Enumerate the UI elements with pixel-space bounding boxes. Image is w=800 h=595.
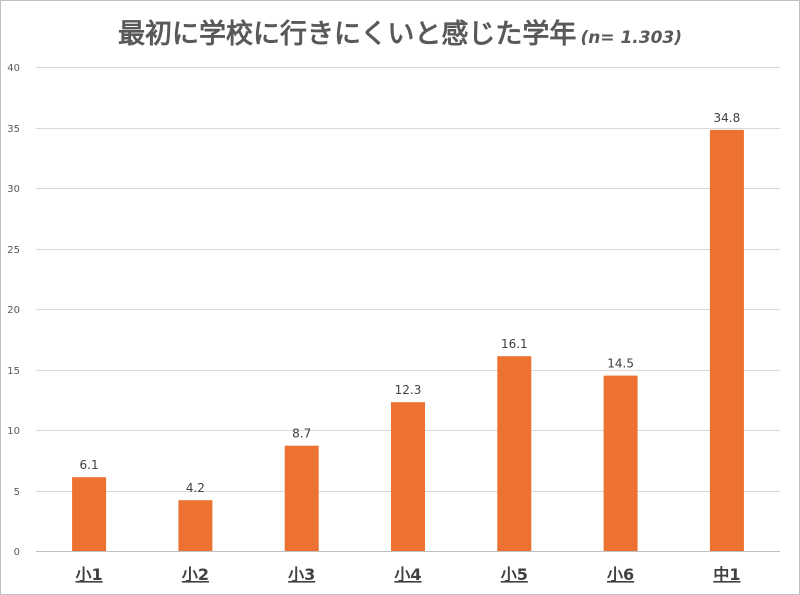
chart-title-block: 最初に学校に行きにくいと感じた学年 (n= 1.303): [0, 12, 800, 51]
y-axis-ticks: 0 5 10 15 20 25 30 35 40: [7, 63, 20, 558]
y-tick-label: 15: [7, 366, 20, 377]
bar-小4: [391, 402, 425, 551]
x-category-label: 小5: [501, 565, 528, 584]
y-tick-label: 10: [7, 426, 20, 437]
data-label: 6.1: [80, 458, 99, 472]
bar-中1: [709, 129, 744, 551]
data-label: 12.3: [395, 383, 422, 397]
data-label: 4.2: [186, 481, 205, 495]
bars: [72, 129, 744, 551]
x-category-label: 小1: [76, 565, 103, 584]
data-labels: 6.1 4.2 8.7 12.3 16.1 14.5 34.8: [80, 111, 741, 495]
data-label: 16.1: [501, 337, 528, 351]
y-tick-label: 40: [7, 63, 20, 74]
x-category-label: 小2: [182, 565, 209, 584]
bar-小1: [72, 477, 107, 551]
x-category-label: 小4: [394, 565, 421, 584]
bar-小6: [603, 375, 638, 551]
x-category-label: 小3: [288, 565, 315, 584]
bar-小3: [284, 445, 319, 551]
x-category-label: 小6: [607, 565, 634, 584]
gridlines: [36, 67, 780, 552]
data-label: 34.8: [714, 111, 741, 125]
data-label: 8.7: [292, 427, 311, 441]
y-tick-label: 5: [14, 487, 20, 498]
bar-小2: [178, 500, 213, 551]
chart-title: 最初に学校に行きにくいと感じた学年: [117, 19, 577, 50]
data-label: 14.5: [607, 357, 634, 371]
bar-小5: [497, 356, 532, 551]
x-axis-categories: 小1 小2 小3 小4 小5 小6 中1: [76, 565, 741, 584]
y-tick-label: 30: [7, 184, 20, 195]
sample-size-note: (n= 1.303): [580, 28, 683, 48]
y-tick-label: 35: [7, 124, 20, 135]
y-tick-label: 25: [7, 245, 20, 256]
y-tick-label: 0: [14, 547, 20, 558]
x-category-label: 中1: [713, 565, 740, 584]
y-tick-label: 20: [7, 305, 20, 316]
